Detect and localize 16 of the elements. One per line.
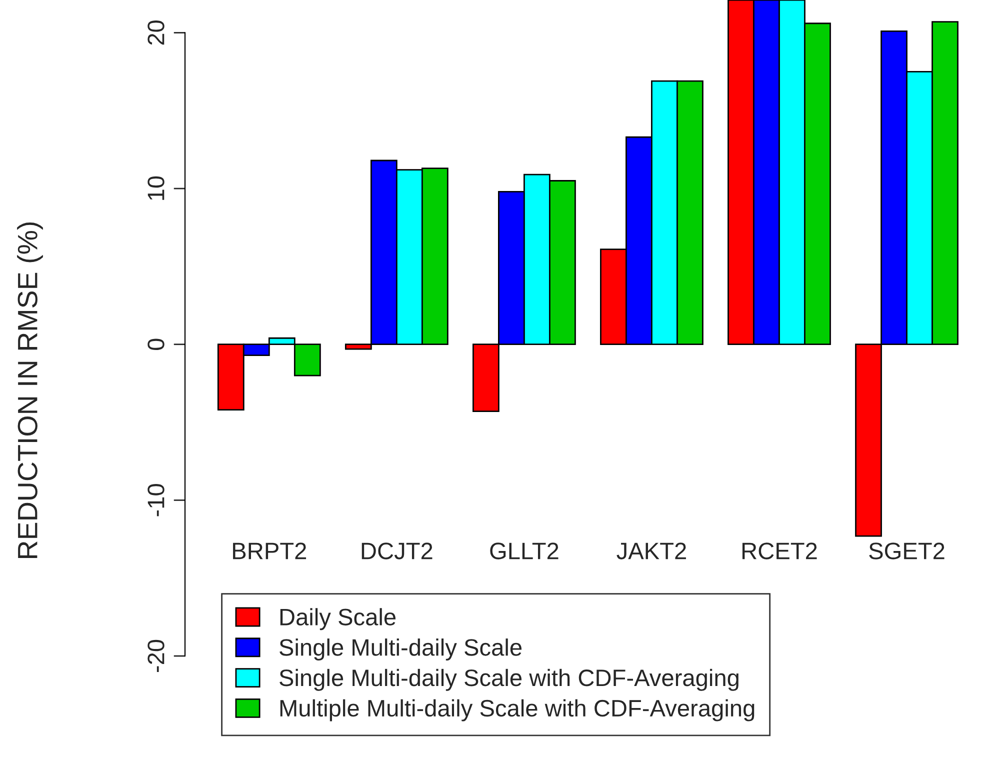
- x-tick-label: RCET2: [742, 542, 817, 560]
- x-tick-label: BRPT2: [233, 542, 306, 560]
- y-tick-label: -20: [148, 640, 164, 672]
- legend-label: Daily Scale: [280, 608, 396, 630]
- y-axis-title: REDUCTION IN RMSE (%): [17, 222, 43, 558]
- x-tick-label: JAKT2: [616, 542, 686, 560]
- y-tick-label: 10: [148, 176, 164, 200]
- x-tick-label: DCJT2: [362, 542, 432, 560]
- legend-label: Single Multi-daily Scale with CDF-Averaging: [280, 668, 738, 691]
- y-tick-label: -10: [148, 484, 164, 516]
- x-tick-label: GLLT2: [490, 542, 558, 560]
- legend-label: Multiple Multi-daily Scale with CDF-Averaging: [280, 699, 754, 722]
- x-tick-label: SGET2: [869, 542, 944, 560]
- legend-label: Single Multi-daily Scale: [280, 638, 522, 661]
- y-tick-label: 0: [148, 338, 164, 350]
- y-tick-label: 20: [148, 20, 164, 45]
